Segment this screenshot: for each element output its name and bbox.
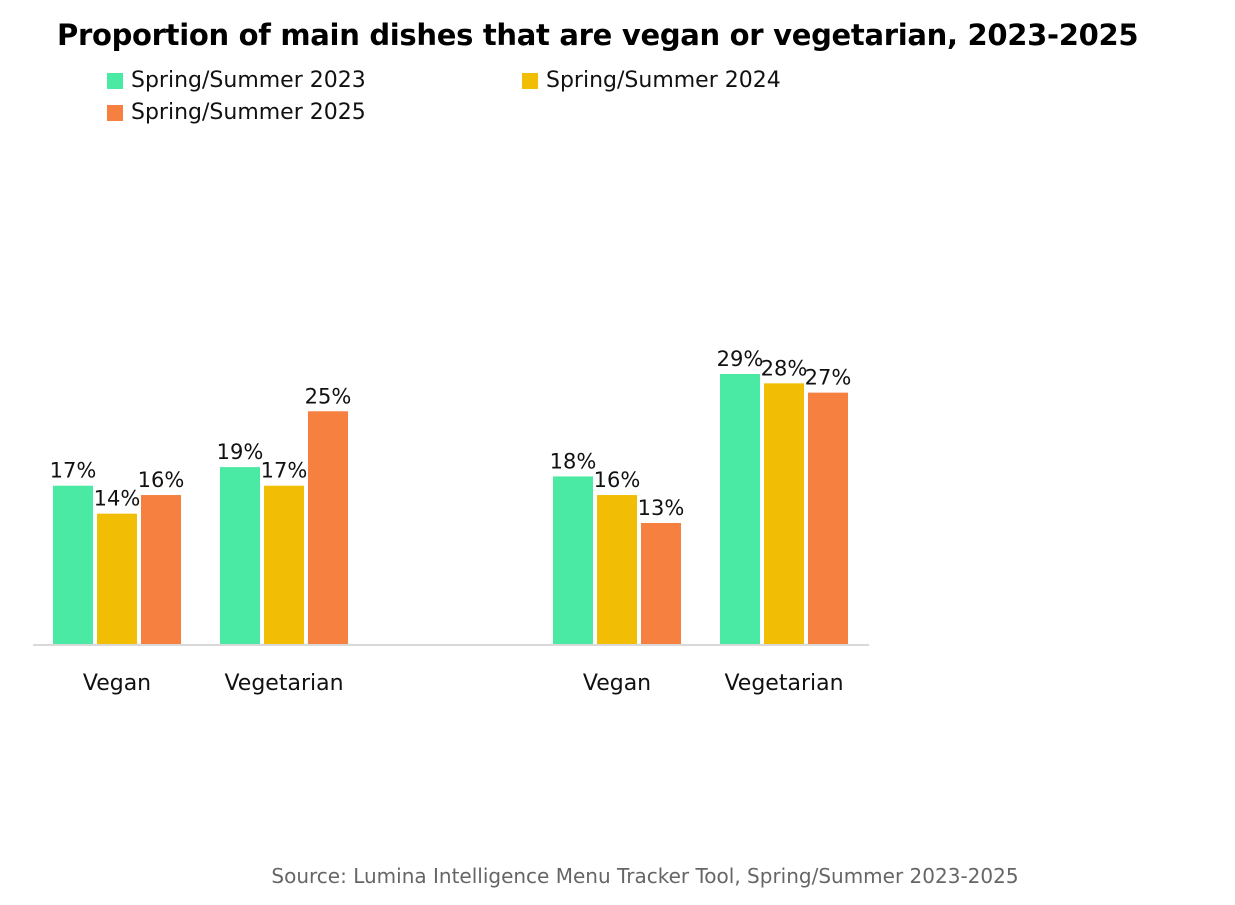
data-label: 13% xyxy=(638,496,685,520)
category-label: Vegan xyxy=(583,671,651,696)
data-label: 16% xyxy=(594,468,641,492)
bar xyxy=(764,383,804,644)
data-label: 17% xyxy=(261,459,308,483)
category-label: Vegan xyxy=(83,671,151,696)
source-note: Source: Lumina Intelligence Menu Tracker… xyxy=(271,864,1019,888)
bar xyxy=(97,513,137,644)
bar xyxy=(597,495,637,644)
data-label: 18% xyxy=(550,449,597,473)
data-label: 28% xyxy=(761,356,808,380)
legend-label: Spring/Summer 2024 xyxy=(546,68,781,93)
data-label: 29% xyxy=(717,347,764,371)
bar xyxy=(720,374,760,644)
legend-swatch xyxy=(522,72,538,89)
legend-label: Spring/Summer 2025 xyxy=(131,100,366,125)
data-label: 25% xyxy=(305,384,352,408)
bar xyxy=(141,495,181,644)
legend-item-2023: Spring/Summer 2023 xyxy=(107,68,366,93)
bar xyxy=(53,485,93,644)
legend-item-2025: Spring/Summer 2025 xyxy=(107,100,366,125)
data-label: 27% xyxy=(805,366,852,390)
legend-item-2024: Spring/Summer 2024 xyxy=(522,68,781,93)
bar xyxy=(553,476,593,644)
bar xyxy=(641,522,681,644)
data-label: 14% xyxy=(94,487,141,511)
category-label: Vegetarian xyxy=(224,671,343,696)
bar xyxy=(220,467,260,644)
data-label: 16% xyxy=(138,468,185,492)
bar xyxy=(308,411,348,644)
legend-swatch xyxy=(107,104,123,121)
data-label: 17% xyxy=(50,459,97,483)
category-label: Vegetarian xyxy=(724,671,843,696)
legend-swatch xyxy=(107,72,123,89)
bar xyxy=(264,485,304,644)
legend-label: Spring/Summer 2023 xyxy=(131,68,366,93)
chart-title: Proportion of main dishes that are vegan… xyxy=(57,18,1139,52)
bar xyxy=(808,392,848,644)
data-label: 19% xyxy=(217,440,264,464)
